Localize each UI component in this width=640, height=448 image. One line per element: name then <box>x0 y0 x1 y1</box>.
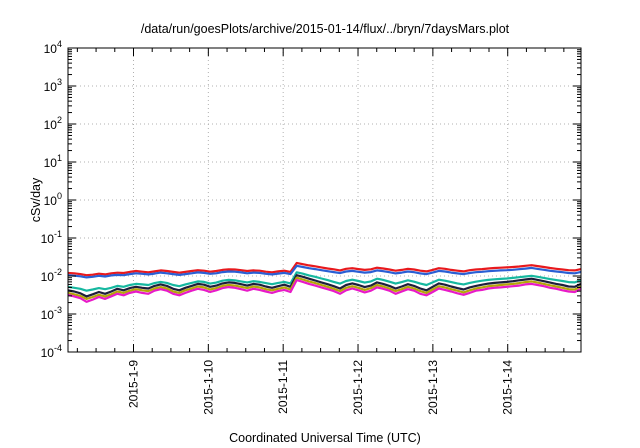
plot-frame <box>67 47 582 353</box>
series-line-5 <box>67 276 582 300</box>
series-lines <box>67 261 582 303</box>
y-tick-label: 104 <box>44 39 62 56</box>
x-tick-label: 2015-1-13 <box>426 360 440 415</box>
y-tick-label: 10-1 <box>41 229 62 246</box>
x-tick-label: 2015-1-14 <box>501 360 515 415</box>
series-line-3 <box>67 271 582 292</box>
series-line-2 <box>67 264 582 279</box>
y-tick-label: 10-4 <box>41 343 62 360</box>
series-line-4 <box>67 274 582 298</box>
y-tick-label: 100 <box>44 191 62 208</box>
x-tick-label: 2015-1-12 <box>351 360 365 415</box>
series-line-6 <box>67 279 582 303</box>
y-axis-label: cSv/day <box>29 177 43 222</box>
y-tick-label: 103 <box>44 77 62 94</box>
y-tick-label: 10-3 <box>41 305 62 322</box>
x-tick-label: 2015-1-10 <box>201 360 215 415</box>
y-tick-label: 101 <box>44 153 62 170</box>
x-tick-label: 2015-1-9 <box>126 360 140 408</box>
series-line-1 <box>67 261 582 277</box>
x-axis-label: Coordinated Universal Time (UTC) <box>229 431 421 445</box>
x-tick-label: 2015-1-11 <box>276 360 290 414</box>
grid <box>68 48 581 352</box>
axes: 10-4 10-3 10-2 10-1 100 101 102 103 104 2015-1-9 2… <box>41 39 582 415</box>
y-tick-label: 102 <box>44 115 62 132</box>
chart-title: /data/run/goesPlots/archive/2015-01-14/f… <box>141 22 510 36</box>
y-tick-label: 10-2 <box>41 267 62 284</box>
